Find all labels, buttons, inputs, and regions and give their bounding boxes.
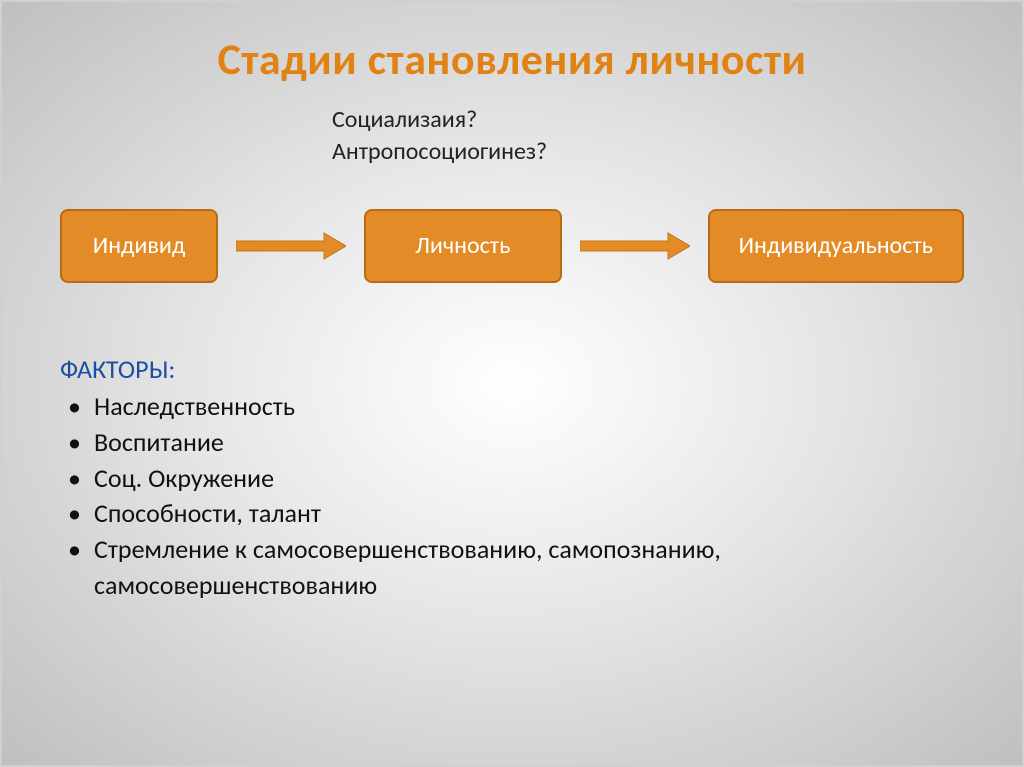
slide: Стадии становления личности Социализаия?…	[0, 0, 1024, 767]
list-item: Стремление к самосовершенствованию, само…	[60, 532, 972, 604]
arrow-2	[580, 231, 690, 261]
flow-node-individualnost: Индивидуальность	[708, 209, 964, 283]
list-item: Способности, талант	[60, 496, 972, 532]
factors-block: ФАКТОРЫ: Наследственность Воспитание Соц…	[52, 353, 972, 604]
subtitle-line-1: Социализаия?	[332, 104, 972, 136]
list-item: Воспитание	[60, 425, 972, 461]
arrow-icon	[236, 231, 346, 261]
list-item: Соц. Окружение	[60, 461, 972, 497]
arrow-1	[236, 231, 346, 261]
flow-node-lichnost: Личность	[364, 209, 561, 283]
flow-diagram: Индивид Личность Индивидуальность	[52, 209, 972, 283]
factors-heading: ФАКТОРЫ:	[60, 353, 972, 385]
subtitle-block: Социализаия? Антропосоциогинез?	[332, 104, 972, 169]
slide-title: Стадии становления личности	[52, 32, 972, 86]
list-item: Наследственность	[60, 389, 972, 425]
flow-node-individ: Индивид	[60, 209, 218, 283]
factors-list: Наследственность Воспитание Соц. Окружен…	[60, 389, 972, 604]
subtitle-line-2: Антропосоциогинез?	[332, 136, 972, 168]
arrow-icon	[580, 231, 690, 261]
